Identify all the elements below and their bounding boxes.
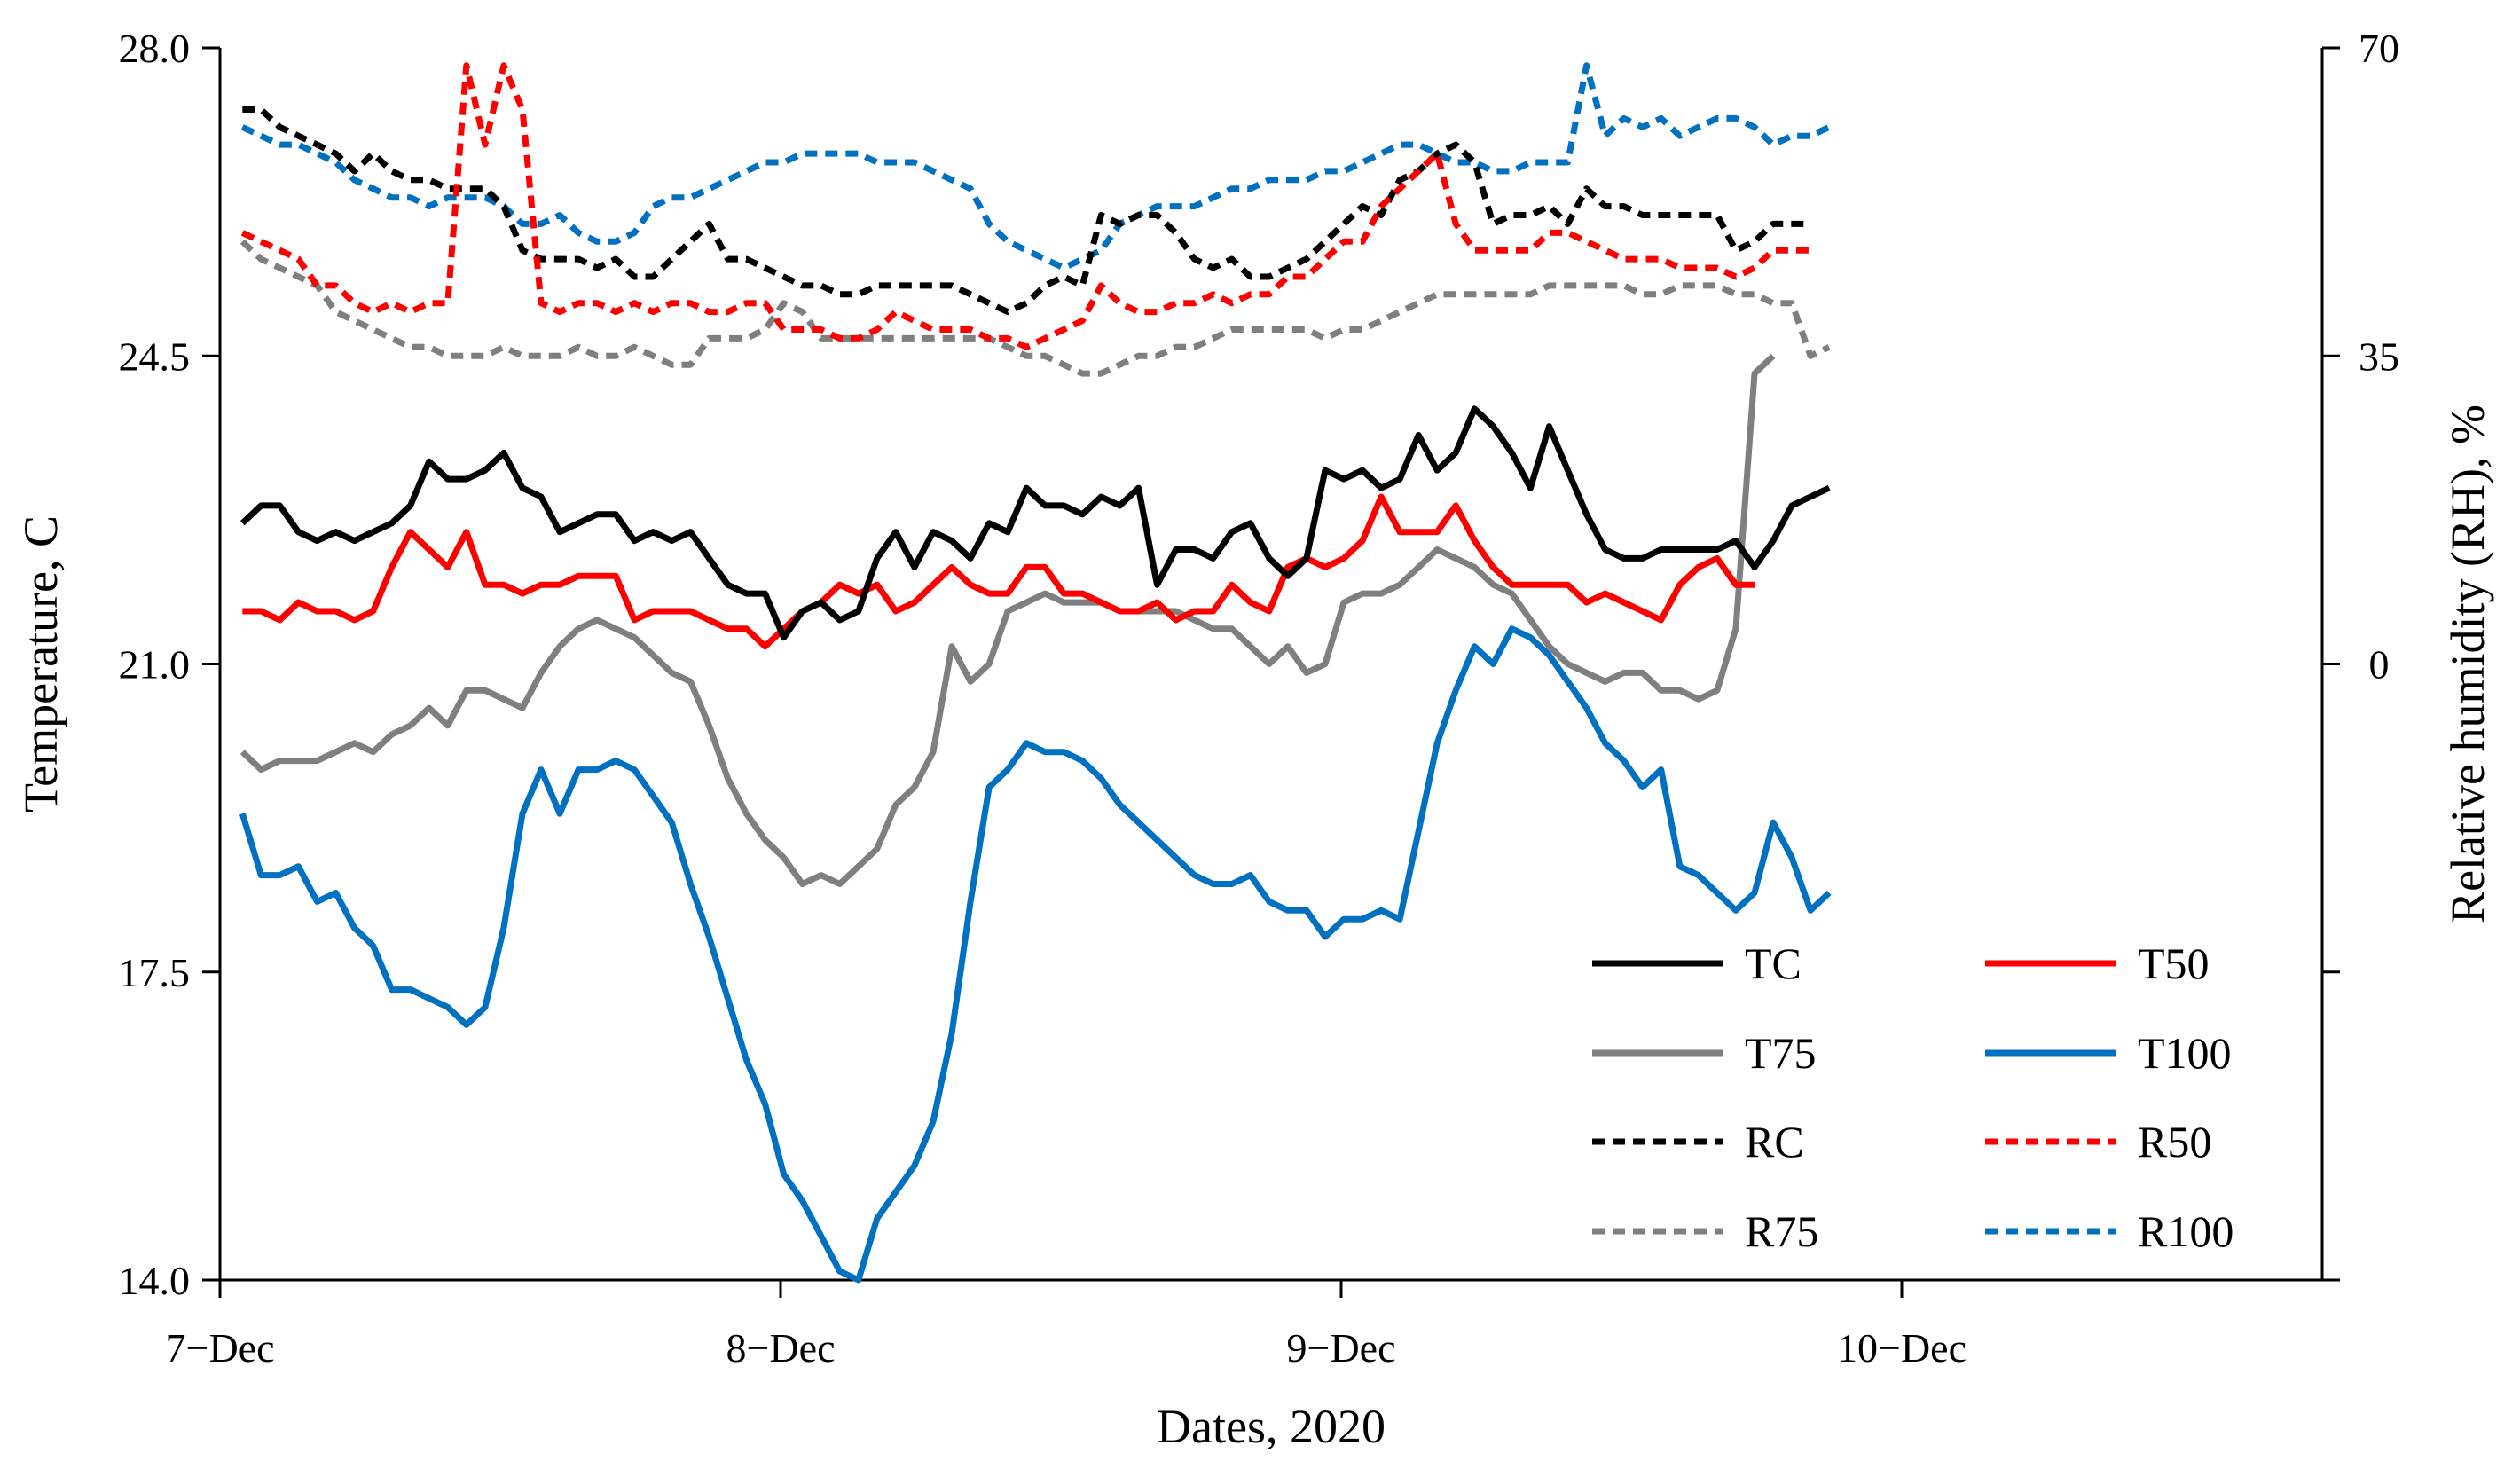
y2-tick-label: 35 — [2359, 334, 2399, 379]
legend-label-tc: TC — [1745, 939, 1802, 988]
y-tick-label: 21.0 — [119, 642, 191, 687]
y-tick-label: 17.5 — [119, 950, 191, 995]
series-line-t100 — [239, 625, 1832, 1284]
series-line-rc — [242, 106, 1811, 316]
y-axis-title: Temperature, C — [14, 515, 67, 813]
x-tick-label: 9−Dec — [1287, 1325, 1396, 1371]
legend-label-r75: R75 — [1745, 1206, 1818, 1256]
y-tick-label: 24.5 — [119, 334, 191, 379]
series-line-r50 — [240, 62, 1811, 350]
x-axis-title: Dates, 2020 — [1157, 1400, 1386, 1453]
y2-tick-label: 70 — [2359, 26, 2399, 71]
legend-label-r50: R50 — [2138, 1117, 2211, 1167]
series-line-t50 — [242, 493, 1755, 650]
legend-label-t100: T100 — [2138, 1028, 2232, 1078]
series-line-tc — [239, 405, 1831, 641]
y2-tick-label: 0 — [2369, 642, 2390, 687]
legend-label-t75: T75 — [1745, 1028, 1817, 1078]
legend-label-r100: R100 — [2138, 1206, 2233, 1256]
legend-label-rc: RC — [1745, 1117, 1804, 1167]
y2-axis-title: Relative humidity (RH), % — [2441, 405, 2494, 923]
x-tick-label: 7−Dec — [166, 1325, 275, 1371]
series-line-t75 — [239, 353, 1776, 887]
y-tick-label: 14.0 — [119, 1258, 191, 1303]
axes: 14.0 17.5 21.0 24.5 28.0 70 35 0 7−Dec 8−Dec 9−Dec… — [119, 26, 2400, 1371]
legend: TC T50 T75 T100 RC R50 R75 R100 — [1592, 939, 2233, 1256]
legend-label-t50: T50 — [2138, 939, 2210, 988]
x-tick-label: 10−Dec — [1837, 1325, 1967, 1371]
series-line-r75 — [239, 239, 1831, 377]
x-tick-label: 8−Dec — [726, 1325, 836, 1371]
y-tick-label: 28.0 — [119, 26, 191, 71]
series-lines — [239, 62, 1832, 1284]
series-line-r100 — [240, 62, 1831, 271]
